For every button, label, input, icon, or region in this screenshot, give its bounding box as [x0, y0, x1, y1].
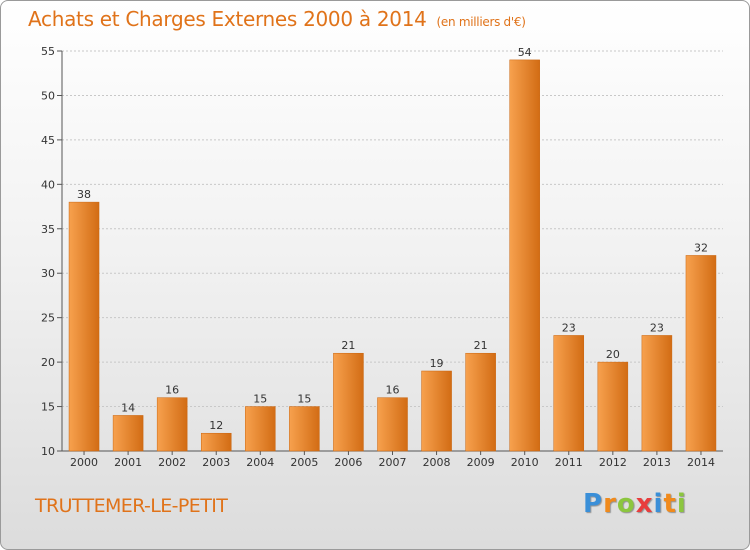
- logo-letter: o: [616, 489, 636, 519]
- bars: [68, 59, 717, 452]
- bar-value-label: 54: [518, 46, 532, 59]
- bar-value-label: 15: [297, 393, 311, 406]
- x-tick-label: 2011: [555, 456, 583, 469]
- x-tick-label: 2009: [467, 456, 495, 469]
- bar-value-label: 38: [77, 188, 91, 201]
- labels: 10 15 20 25 30 35 40 45 50 55 38 2000 14 2001 16 2002 12…: [41, 45, 715, 469]
- y-tick-label: 10: [41, 445, 55, 458]
- x-tick-label: 2013: [643, 456, 671, 469]
- logo-letter: r: [603, 489, 617, 519]
- bar-value-label: 23: [650, 321, 664, 334]
- bar: [641, 335, 673, 452]
- y-tick-label: 45: [41, 134, 55, 147]
- y-tick-label: 35: [41, 223, 55, 236]
- x-tick-label: 2012: [599, 456, 627, 469]
- bar: [245, 406, 276, 452]
- bar-value-label: 23: [562, 321, 576, 334]
- y-tick-label: 50: [41, 89, 55, 102]
- x-tick-label: 2006: [334, 456, 362, 469]
- bar-value-label: 15: [253, 393, 267, 406]
- bar: [421, 370, 452, 452]
- x-tick-label: 2004: [246, 456, 274, 469]
- x-tick-label: 2001: [114, 456, 142, 469]
- y-tick-label: 55: [41, 45, 55, 58]
- bar: [112, 415, 144, 452]
- logo-letter: i: [676, 489, 687, 519]
- bar: [597, 361, 629, 452]
- x-tick-label: 2014: [687, 456, 715, 469]
- proxiti-logo[interactable]: Proxiti: [583, 489, 687, 519]
- x-tick-label: 2003: [202, 456, 230, 469]
- bar-value-label: 21: [474, 339, 488, 352]
- y-tick-label: 30: [41, 267, 55, 280]
- y-tick-label: 40: [41, 178, 55, 191]
- chart-title: Achats et Charges Externes 2000 à 2014 (e…: [28, 7, 526, 31]
- bar: [333, 352, 364, 452]
- x-tick-label: 2007: [379, 456, 407, 469]
- commune-name: TRUTTEMER-LE-PETIT: [35, 495, 228, 517]
- bar: [553, 335, 585, 452]
- bar: [685, 255, 717, 452]
- bar-value-label: 16: [165, 384, 179, 397]
- x-tick-label: 2000: [70, 456, 98, 469]
- logo-letter: i: [653, 489, 664, 519]
- bar-value-label: 20: [606, 348, 620, 361]
- logo-letter: P: [583, 489, 604, 519]
- bar-value-label: 32: [694, 241, 708, 254]
- title-unit: (en milliers d'€): [436, 15, 526, 29]
- y-tick-label: 25: [41, 312, 55, 325]
- bar: [156, 397, 188, 452]
- bar: [200, 432, 232, 452]
- logo-letter: t: [663, 489, 677, 519]
- bar: [289, 406, 320, 452]
- x-tick-label: 2010: [511, 456, 539, 469]
- bar-value-label: 21: [341, 339, 355, 352]
- bar: [68, 201, 100, 452]
- bar: [377, 397, 408, 452]
- bar-value-label: 12: [209, 419, 223, 432]
- y-tick-label: 15: [41, 401, 55, 414]
- title-text: Achats et Charges Externes 2000 à 2014: [28, 7, 427, 31]
- y-tick-label: 20: [41, 356, 55, 369]
- x-tick-label: 2008: [423, 456, 451, 469]
- bar-value-label: 16: [386, 384, 400, 397]
- bar: [509, 59, 540, 452]
- bar-value-label: 19: [430, 357, 444, 370]
- x-tick-label: 2005: [290, 456, 318, 469]
- x-tick-label: 2002: [158, 456, 186, 469]
- logo-letter: x: [635, 489, 654, 519]
- bar-value-label: 14: [121, 401, 135, 414]
- bar: [465, 352, 496, 452]
